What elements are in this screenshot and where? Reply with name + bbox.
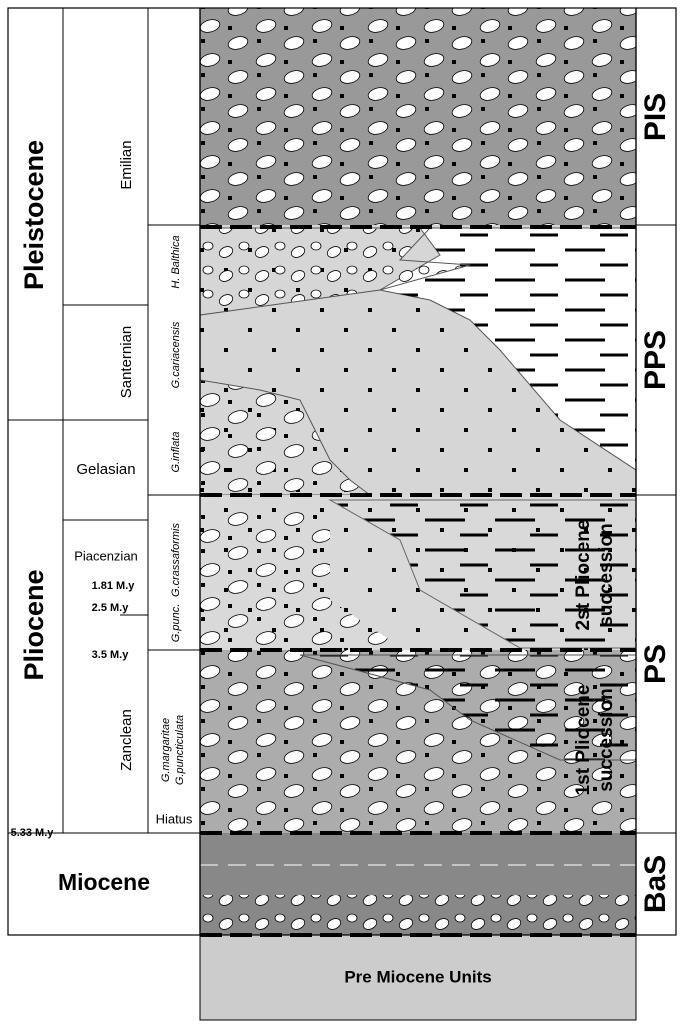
unit-label: PPS <box>639 330 672 390</box>
stratigraphic-diagram: Pre Miocene Units Pleistocene Pliocene M… <box>0 0 684 1025</box>
unit-label: PS <box>639 644 672 684</box>
epoch-label: Miocene <box>58 869 150 895</box>
stage-label: Piacenzian <box>74 548 138 563</box>
zone-label: G.inflata <box>170 432 182 473</box>
unit-label: BaS <box>639 855 672 913</box>
lithology: Pre Miocene Units <box>200 8 636 1020</box>
stage-label: Santernian <box>118 326 135 399</box>
epoch-label: Pleistocene <box>19 140 49 290</box>
zone-label: G.puncticulata <box>174 715 186 785</box>
hiatus-label: Hiatus <box>156 811 193 826</box>
age-label: 1.81 M.y <box>92 580 136 592</box>
stage-label: Gelasian <box>76 461 135 478</box>
stage-label: Zanclean <box>118 709 135 771</box>
age-label: 2.5 M.y <box>92 602 130 614</box>
pebble-band <box>200 895 636 935</box>
zone-label: G.cariacensis <box>170 321 182 388</box>
zone-label: G.punc. <box>170 604 182 643</box>
unit-label: PIS <box>639 93 672 141</box>
unit-frame <box>636 8 676 935</box>
zone-label: H. Balthica <box>170 235 182 288</box>
gravel-pattern <box>200 8 636 225</box>
zone-label: G.margaritae <box>160 718 172 782</box>
stage-label: Emilian <box>118 140 135 189</box>
age-label: 5.33 M.y <box>11 827 55 839</box>
epoch-label: Pliocene <box>19 569 49 680</box>
zone-label: G.crassaformis <box>170 523 182 597</box>
age-label: 3.5 M.y <box>92 649 130 661</box>
base-label: Pre Miocene Units <box>344 967 491 986</box>
